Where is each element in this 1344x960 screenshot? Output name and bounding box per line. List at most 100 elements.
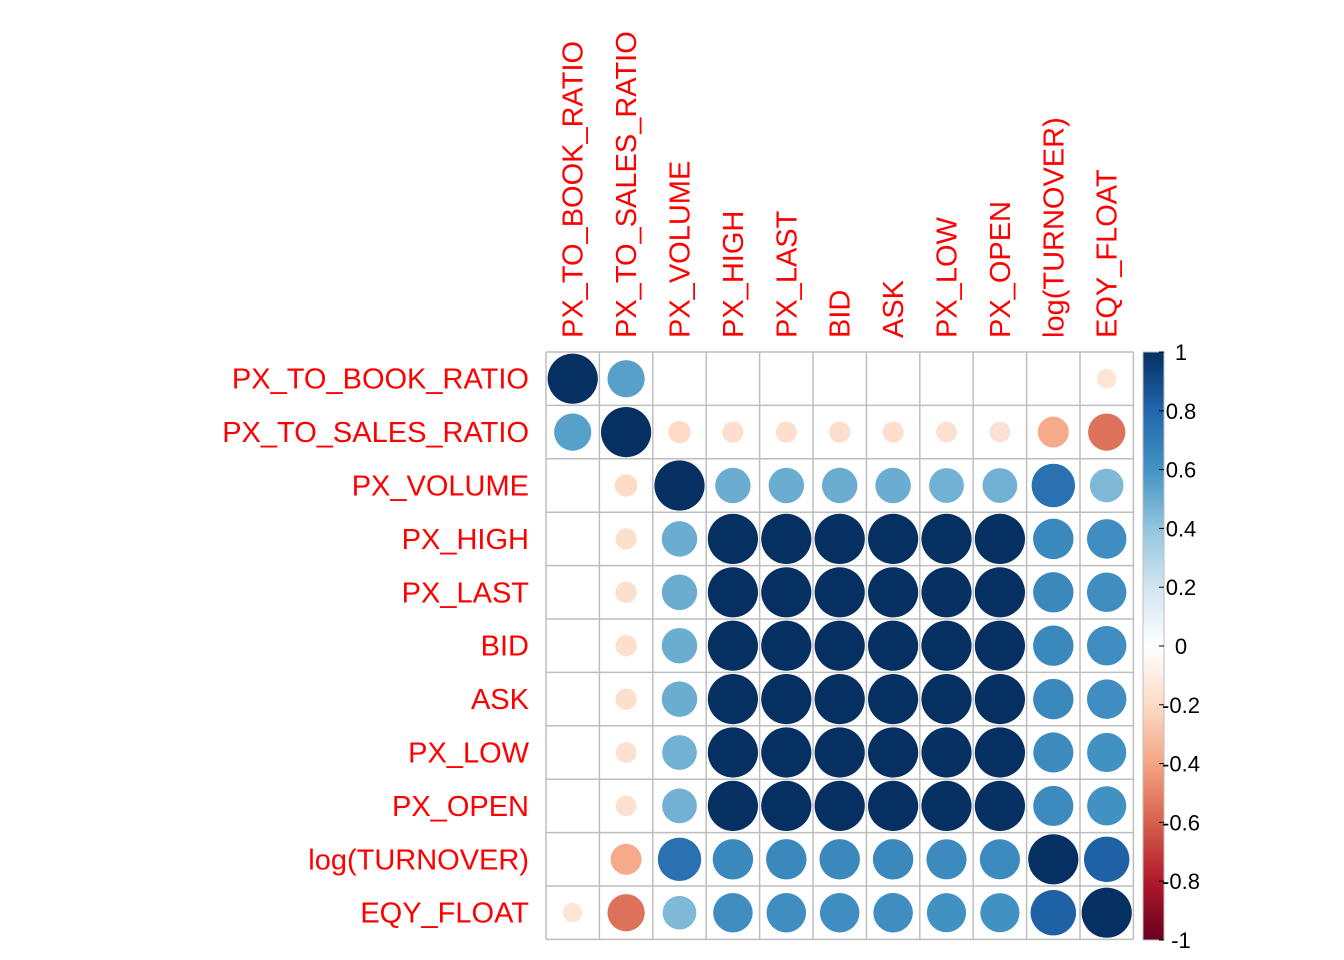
correlation-circle <box>668 420 691 444</box>
correlation-circle <box>761 513 812 564</box>
correlation-circle <box>814 674 865 725</box>
correlation-circle <box>654 460 705 511</box>
correlation-circle <box>1030 889 1077 936</box>
correlation-circle <box>661 681 698 717</box>
correlation-circle <box>1033 678 1074 720</box>
correlation-circle <box>607 360 645 398</box>
correlation-circle <box>707 567 758 618</box>
row-label: PX_LOW <box>408 738 529 770</box>
correlation-circle <box>761 567 812 618</box>
correlation-circle <box>1033 572 1074 613</box>
correlation-circle <box>868 780 919 831</box>
grid <box>545 351 1135 941</box>
row-label: ASK <box>471 684 530 716</box>
correlation-circle <box>814 780 865 831</box>
correlation-circle <box>707 780 758 831</box>
correlation-circle <box>761 727 812 778</box>
correlation-circle <box>676 376 683 382</box>
correlation-circle <box>921 567 972 618</box>
correlation-circle <box>1033 518 1074 560</box>
correlation-circle <box>766 892 807 933</box>
correlation-circle <box>570 643 576 649</box>
correlation-circle <box>1086 519 1127 559</box>
correlation-circle <box>615 635 637 657</box>
correlation-circle <box>921 674 972 725</box>
correlation-circle <box>868 674 919 725</box>
correlation-circle <box>819 839 860 880</box>
colorbar-tick-label: -0.8 <box>1162 869 1200 894</box>
correlation-circle <box>768 467 805 504</box>
correlation-circle <box>1037 416 1069 448</box>
row-label: EQY_FLOAT <box>360 898 529 930</box>
correlation-circle <box>570 803 576 809</box>
correlation-circle <box>661 627 698 664</box>
row-label: PX_HIGH <box>402 524 529 556</box>
correlation-circle <box>989 421 1011 443</box>
correlation-circle <box>783 376 789 382</box>
correlation-circle <box>554 413 592 451</box>
correlation-circle <box>722 421 744 443</box>
correlation-circle <box>997 376 1003 382</box>
correlation-circle <box>979 839 1020 880</box>
colorbar-tick-label: 0.6 <box>1166 458 1197 483</box>
column-labels: PX_TO_BOOK_RATIO PX_TO_SALES_RATIO PX_VOLU… <box>558 31 1124 338</box>
correlation-circle <box>814 620 865 671</box>
correlation-circle <box>921 780 972 831</box>
correlation-circle <box>814 567 865 618</box>
correlation-circle <box>547 353 598 404</box>
correlation-circle <box>926 893 967 933</box>
correlation-circle <box>601 407 652 458</box>
correlation-circle <box>713 892 753 933</box>
column-label: EQY_FLOAT <box>1092 169 1124 338</box>
correlation-circle <box>921 727 972 778</box>
correlation-circle <box>1088 413 1126 451</box>
correlation-circle <box>610 843 642 875</box>
correlation-circle <box>707 620 758 671</box>
correlation-circle <box>761 780 812 831</box>
correlation-circle <box>1081 887 1132 938</box>
correlation-circle <box>974 780 1025 831</box>
correlation-circle <box>662 895 697 930</box>
correlation-circle <box>661 521 698 557</box>
correlation-circle <box>974 567 1025 618</box>
correlation-circle <box>1086 625 1127 666</box>
correlation-circle <box>974 620 1025 671</box>
correlation-circle <box>814 727 865 778</box>
row-label: log(TURNOVER) <box>308 844 529 876</box>
correlation-circle <box>707 513 758 564</box>
correlation-circle <box>715 467 751 504</box>
row-label: BID <box>481 631 529 663</box>
correlation-circle <box>570 749 576 756</box>
colorbar-tick-label: 0.2 <box>1166 575 1197 600</box>
correlation-circle <box>1028 834 1079 885</box>
correlation-circle <box>761 674 812 725</box>
correlation-circle <box>662 735 697 770</box>
column-label: BID <box>825 290 857 338</box>
correlation-circle <box>766 839 807 880</box>
colorbar: 1 0.8 0.6 0.4 0.2 0 -0.2 -0.4 -0.6 -0.8 -1 <box>1142 340 1200 953</box>
correlation-circle <box>1033 732 1074 773</box>
correlation-circle <box>926 839 967 880</box>
correlation-circle <box>657 837 702 882</box>
correlation-circle <box>607 894 645 932</box>
colorbar-tick-label: 0.4 <box>1166 516 1197 541</box>
correlation-circle <box>921 620 972 671</box>
correlation-circle <box>1087 732 1127 773</box>
correlation-circle <box>1086 679 1127 719</box>
correlation-circle <box>868 567 919 618</box>
column-label: PX_VOLUME <box>665 161 697 338</box>
correlation-circle <box>873 892 913 933</box>
correlation-circle <box>980 893 1020 933</box>
correlation-circle <box>730 376 736 382</box>
correlation-circle <box>707 727 758 778</box>
row-labels: PX_TO_BOOK_RATIO PX_TO_SALES_RATIO PX_VOLU… <box>222 364 529 930</box>
correlation-circle <box>570 482 576 489</box>
column-label: PX_TO_BOOK_RATIO <box>558 41 590 338</box>
column-label: ASK <box>878 279 910 338</box>
correlation-circle <box>821 467 858 504</box>
colorbar-tick-label: 0.8 <box>1166 399 1197 424</box>
correlation-circle <box>868 513 919 564</box>
column-label: PX_LOW <box>932 217 964 338</box>
row-label: PX_LAST <box>402 577 530 609</box>
correlation-circle <box>761 620 812 671</box>
